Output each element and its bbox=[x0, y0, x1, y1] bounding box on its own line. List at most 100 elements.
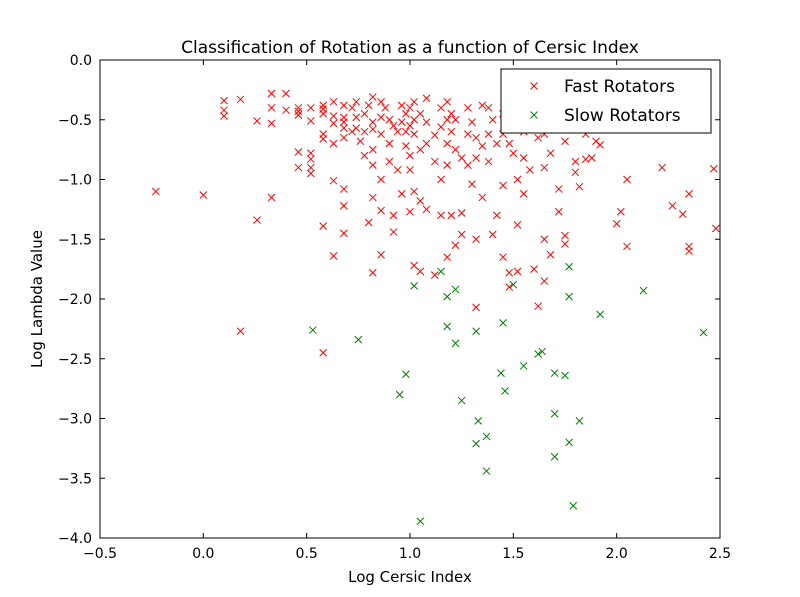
fast-rotators-point bbox=[340, 201, 348, 210]
y-tick-label: −3.5 bbox=[58, 471, 92, 487]
legend-marker-slow-rotators bbox=[530, 111, 538, 119]
fast-rotators-point bbox=[294, 103, 303, 112]
fast-rotators-point bbox=[457, 230, 466, 239]
fast-rotators-point bbox=[389, 228, 398, 236]
fast-rotators-point bbox=[451, 241, 460, 250]
slow-rotators-point bbox=[410, 282, 418, 290]
fast-rotators-point bbox=[199, 191, 208, 199]
fast-rotators-point bbox=[385, 157, 394, 166]
fast-rotators-point bbox=[513, 175, 522, 184]
fast-rotators-point bbox=[513, 267, 522, 276]
fast-rotators-point bbox=[668, 201, 677, 210]
x-tick-label: −0.5 bbox=[83, 546, 117, 562]
legend-x-mark bbox=[530, 111, 538, 119]
fast-rotators-point bbox=[499, 181, 507, 190]
fast-rotators-point bbox=[377, 250, 385, 259]
fast-rotators-point bbox=[447, 109, 456, 118]
fast-rotators-point bbox=[571, 168, 580, 177]
legend-label-slow-rotators: Slow Rotators bbox=[564, 106, 681, 126]
fast-rotators-point bbox=[306, 169, 315, 178]
fast-rotators-point bbox=[329, 119, 338, 128]
slow-rotators-point bbox=[561, 371, 569, 380]
fast-rotators-point bbox=[464, 130, 472, 138]
fast-rotators-point bbox=[422, 205, 431, 214]
y-tick-label: −3.0 bbox=[58, 412, 92, 428]
fast-rotators-point bbox=[709, 164, 718, 173]
slow-rotators-point bbox=[482, 432, 491, 441]
fast-rotators-point bbox=[472, 154, 480, 162]
fast-rotators-point bbox=[478, 193, 487, 202]
slow-rotators-point bbox=[569, 501, 578, 510]
y-tick-label: −0.5 bbox=[58, 113, 92, 129]
fast-rotators-point bbox=[294, 163, 303, 172]
slow-rotators-point bbox=[457, 396, 466, 405]
fast-rotators-point bbox=[588, 154, 596, 162]
slow-rotators-point bbox=[416, 517, 425, 526]
slow-rotators-point bbox=[482, 467, 491, 475]
fast-rotators-point bbox=[443, 161, 452, 170]
fast-rotators-point bbox=[416, 267, 425, 276]
fast-rotators-point bbox=[389, 121, 398, 130]
fast-rotators-point bbox=[505, 268, 514, 277]
fast-rotators-point bbox=[364, 218, 373, 227]
fast-rotators-point bbox=[484, 103, 493, 112]
fast-rotators-point bbox=[381, 103, 390, 112]
fast-rotators-point bbox=[554, 207, 563, 216]
x-tick-label: 2.0 bbox=[606, 546, 628, 562]
fast-rotators-point bbox=[561, 231, 569, 240]
fast-rotators-point bbox=[623, 175, 631, 184]
fast-rotators-point bbox=[472, 303, 480, 312]
fast-rotators-point bbox=[319, 222, 328, 230]
fast-rotators-point bbox=[360, 109, 369, 118]
fast-rotators-point bbox=[437, 123, 445, 131]
fast-rotators-point bbox=[406, 166, 414, 174]
fast-rotators-point bbox=[368, 268, 377, 277]
fast-rotators-point bbox=[348, 103, 356, 112]
fast-rotators-point bbox=[430, 131, 439, 140]
fast-rotators-point bbox=[368, 161, 377, 170]
fast-rotators-point bbox=[492, 139, 501, 148]
slow-rotators-point bbox=[354, 335, 363, 344]
fast-rotators-point bbox=[267, 119, 276, 128]
fast-rotators-point bbox=[329, 97, 338, 106]
fast-rotators-point bbox=[478, 101, 487, 110]
fast-rotators-point bbox=[443, 97, 452, 106]
fast-rotators-point bbox=[267, 103, 276, 112]
fast-rotators-point bbox=[319, 348, 328, 357]
fast-rotators-point bbox=[402, 142, 410, 150]
fast-rotators-point bbox=[472, 235, 480, 244]
fast-rotators-point bbox=[546, 149, 555, 158]
fast-rotators-point bbox=[377, 113, 385, 122]
fast-rotators-point bbox=[377, 206, 385, 215]
fast-rotators-point bbox=[294, 111, 303, 119]
y-axis-label: Log Lambda Value bbox=[28, 230, 46, 368]
fast-rotators-point bbox=[306, 155, 315, 164]
slow-rotators-point bbox=[550, 452, 559, 461]
fast-rotators-point bbox=[530, 265, 538, 273]
fast-rotators-point bbox=[236, 327, 245, 336]
fast-rotators-point bbox=[443, 139, 452, 148]
fast-rotators-point bbox=[410, 261, 418, 270]
fast-rotators-point bbox=[360, 127, 369, 136]
fast-rotators-point bbox=[410, 97, 418, 106]
fast-rotators-point bbox=[616, 207, 625, 216]
y-tick-label: −1.0 bbox=[58, 173, 92, 189]
fast-rotators-point bbox=[402, 127, 410, 136]
fast-rotators-point bbox=[306, 163, 315, 172]
fast-rotators-point bbox=[472, 133, 480, 142]
fast-rotators-point bbox=[546, 250, 555, 259]
fast-rotators-point bbox=[534, 133, 542, 142]
legend-label-fast-rotators: Fast Rotators bbox=[564, 77, 675, 97]
fast-rotators-point bbox=[368, 125, 377, 134]
slow-rotators-point bbox=[451, 285, 460, 294]
fast-rotators-point bbox=[513, 221, 522, 229]
slow-rotators-point bbox=[474, 417, 483, 425]
axis-ticks: −0.5 0.0 0.5 1.0 1.5 2.0 2.5 0.0 −0.5 −1.0 −1.5 −2.… bbox=[58, 53, 731, 562]
fast-rotators-point bbox=[447, 127, 456, 136]
fast-rotators-point bbox=[457, 154, 466, 162]
fast-rotators-point bbox=[340, 118, 348, 126]
fast-rotators-point bbox=[340, 124, 348, 132]
fast-rotators-point bbox=[596, 140, 604, 149]
fast-rotators-point bbox=[416, 197, 425, 205]
